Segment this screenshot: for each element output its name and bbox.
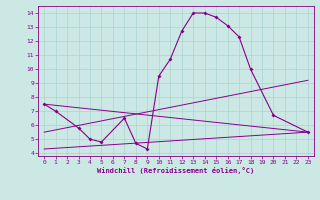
X-axis label: Windchill (Refroidissement éolien,°C): Windchill (Refroidissement éolien,°C) (97, 167, 255, 174)
